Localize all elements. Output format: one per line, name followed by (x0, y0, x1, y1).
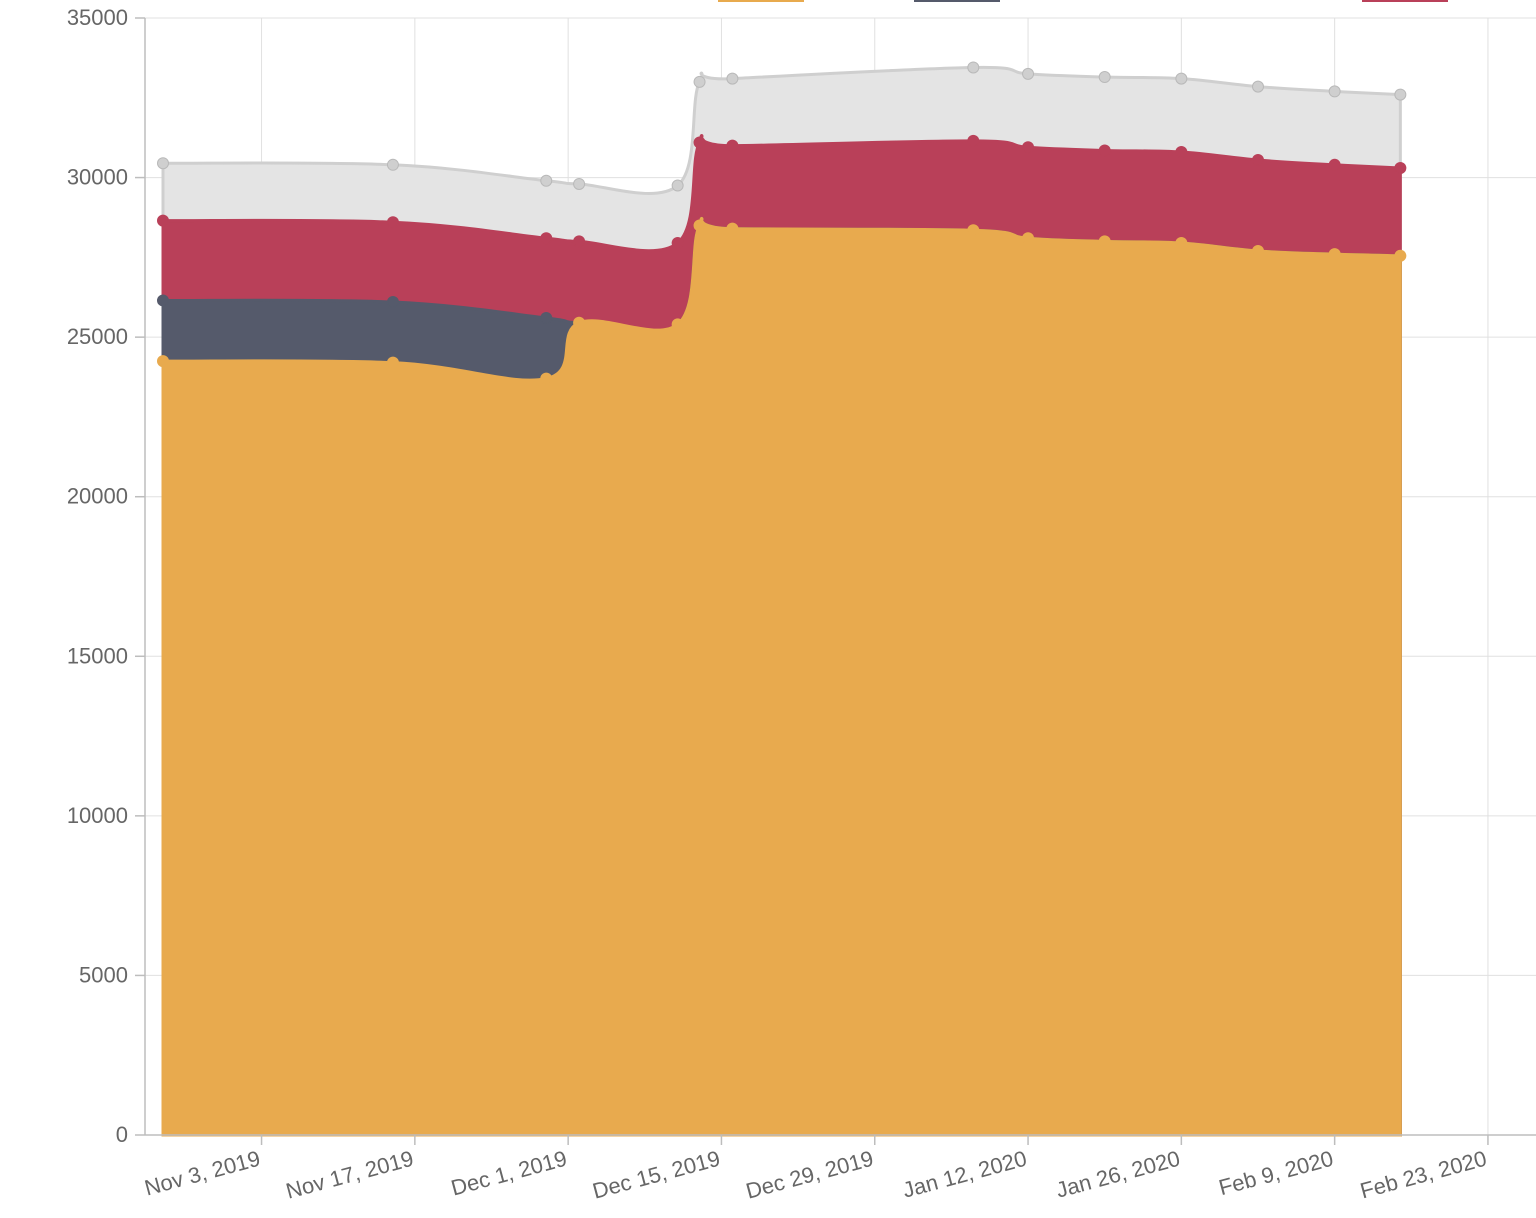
y-tick-label: 20000 (67, 484, 128, 509)
x-tick-label: Jan 12, 2020 (900, 1146, 1029, 1203)
x-tick-label: Dec 1, 2019 (448, 1146, 569, 1201)
y-tick-label: 25000 (67, 324, 128, 349)
series-4-point (693, 75, 706, 88)
series-2-point (540, 311, 553, 324)
series-3-point (1098, 144, 1111, 157)
legend (718, 0, 1448, 2)
y-tick-label: 15000 (67, 643, 128, 668)
series-4-point (157, 157, 169, 170)
series-3-point (967, 134, 980, 147)
series-1-point (1252, 244, 1264, 257)
series-4-point (726, 72, 739, 85)
series-4-point (1175, 72, 1188, 85)
series-1-point (1328, 248, 1341, 261)
series-3-point (540, 232, 553, 245)
series-4-point (1098, 71, 1111, 84)
x-tick-label: Feb 9, 2020 (1216, 1146, 1336, 1201)
data-points (157, 61, 1407, 385)
series-3-point (671, 236, 684, 249)
series-1-point (540, 372, 553, 385)
x-tick-label: Nov 3, 2019 (142, 1146, 263, 1201)
series-4-point (540, 174, 553, 187)
series-1-point (726, 222, 739, 235)
series-1-point (671, 318, 684, 331)
series-2-point (386, 296, 399, 309)
series-3-point (1328, 158, 1341, 171)
legend-swatch-series-3[interactable] (1362, 0, 1448, 2)
series-3-point (1022, 141, 1035, 154)
legend-swatch-series-2[interactable] (914, 0, 1000, 2)
y-tick-label: 5000 (79, 962, 128, 987)
series-3-point (1252, 154, 1264, 167)
series-1-point (157, 355, 169, 368)
series-3-point (1175, 146, 1188, 159)
series-1-point (1175, 236, 1188, 249)
series-3-point (726, 139, 739, 152)
series-4-point (1022, 67, 1035, 80)
axes (135, 17, 1536, 1145)
series-3-point (157, 214, 169, 227)
y-tick-label: 10000 (67, 803, 128, 828)
y-tick-label: 0 (116, 1122, 128, 1147)
series-1-point (386, 356, 399, 369)
y-tick-label: 30000 (67, 165, 128, 190)
series-3-point (693, 136, 706, 149)
series-4-point (386, 158, 399, 171)
series-4-point (1252, 80, 1264, 93)
y-tick-label: 35000 (67, 5, 128, 30)
area-series (161, 65, 1402, 1137)
series-4-point (573, 177, 586, 190)
series-4-point (1394, 88, 1407, 101)
series-2-point (157, 294, 169, 307)
series-1-point (1098, 235, 1111, 248)
series-4-point (1328, 85, 1341, 98)
series-1-point (1022, 232, 1035, 245)
x-tick-label: Dec 15, 2019 (590, 1146, 723, 1204)
series-4-point (671, 179, 684, 192)
series-1-point (1394, 249, 1407, 262)
x-tick-label: Dec 29, 2019 (743, 1146, 876, 1204)
series-3-point (1394, 161, 1407, 174)
x-tick-label: Feb 23, 2020 (1358, 1146, 1490, 1204)
series-3-point (386, 216, 399, 229)
x-tick-label: Jan 26, 2020 (1053, 1146, 1182, 1203)
series-1-point (693, 219, 706, 232)
series-4-point (967, 61, 980, 74)
series-1-point (573, 316, 586, 329)
x-tick-label: Nov 17, 2019 (283, 1146, 416, 1204)
series-3-point (573, 235, 586, 248)
series-1-point (967, 224, 980, 237)
legend-swatch-series-1[interactable] (718, 0, 804, 2)
